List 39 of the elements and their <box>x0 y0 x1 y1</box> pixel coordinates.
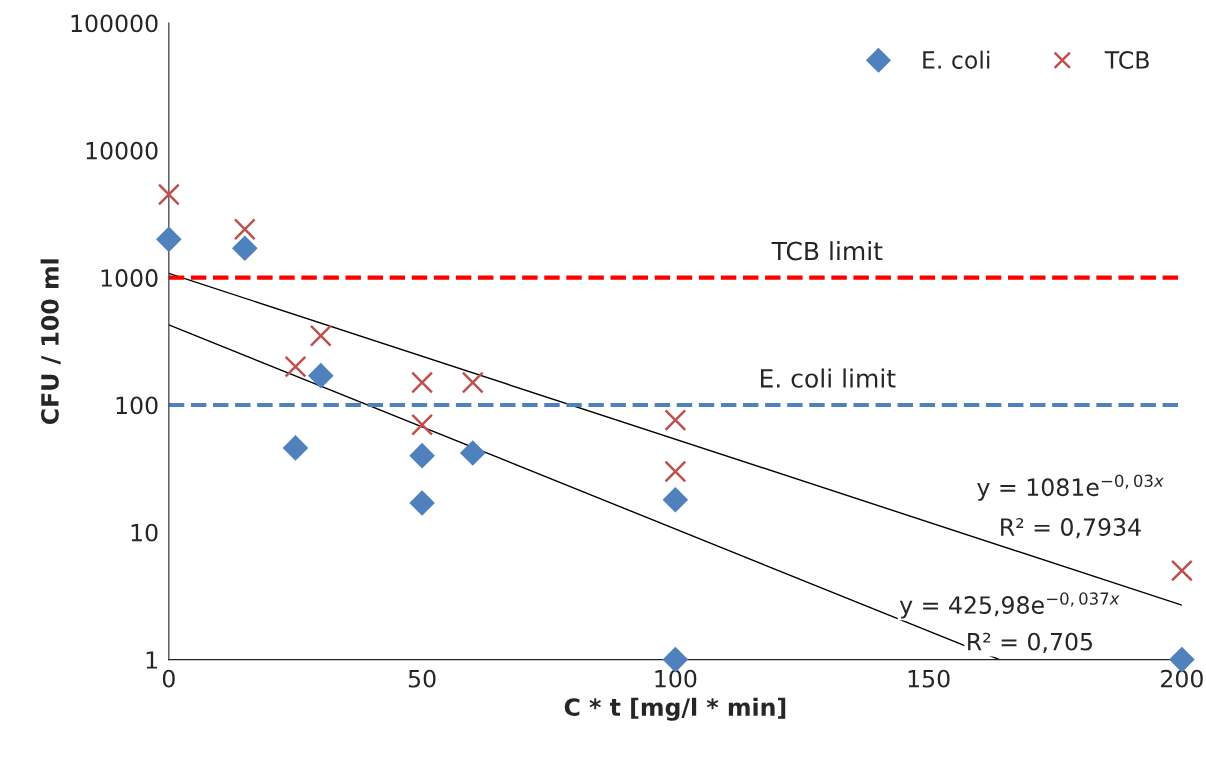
y-tick-label: 100 <box>116 396 158 415</box>
annotation: y = 1081e$^{−0,03x}$ <box>977 474 1164 501</box>
point <box>411 413 434 436</box>
x-tick-label: 100 <box>655 669 697 688</box>
annotation: R² = 0,705 <box>968 632 1092 653</box>
point <box>157 183 180 206</box>
y-tick-label: 10000 <box>86 141 158 160</box>
point <box>284 355 307 378</box>
point <box>156 226 182 253</box>
point <box>459 440 486 466</box>
point <box>461 371 484 394</box>
ref-line-label: E. coli limit <box>760 368 896 388</box>
point <box>282 435 309 461</box>
x-tick-label: 200 <box>1161 669 1203 688</box>
y-axis-title: CFU / 100 ml <box>40 259 61 425</box>
legend-label: E. coli <box>923 50 990 69</box>
point <box>664 409 687 432</box>
point <box>662 486 689 513</box>
point <box>309 324 332 347</box>
y-tick-label: 1 <box>146 651 157 669</box>
point <box>307 362 334 389</box>
point <box>1170 559 1193 582</box>
y-tick-label: 100000 <box>71 14 158 33</box>
x-tick-label: 50 <box>408 669 436 688</box>
point <box>409 442 435 469</box>
x-axis-title: C * t [mg/l * min] <box>564 697 786 721</box>
x-tick-label: 150 <box>908 669 950 688</box>
point <box>233 218 256 241</box>
y-tick-label: 10 <box>131 523 158 542</box>
point <box>409 490 435 516</box>
annotation: R² = 0,7934 <box>1001 518 1141 539</box>
point <box>664 460 687 483</box>
point <box>411 371 434 394</box>
y-tick-label: 1000 <box>101 269 158 287</box>
annotation: y = 425,98e$^{−0,037x}$ <box>899 592 1120 619</box>
legend-label: TCB <box>1104 51 1149 69</box>
point <box>232 235 258 262</box>
x-tick-label: 0 <box>162 669 175 688</box>
ref-line-label: TCB limit <box>771 241 883 261</box>
